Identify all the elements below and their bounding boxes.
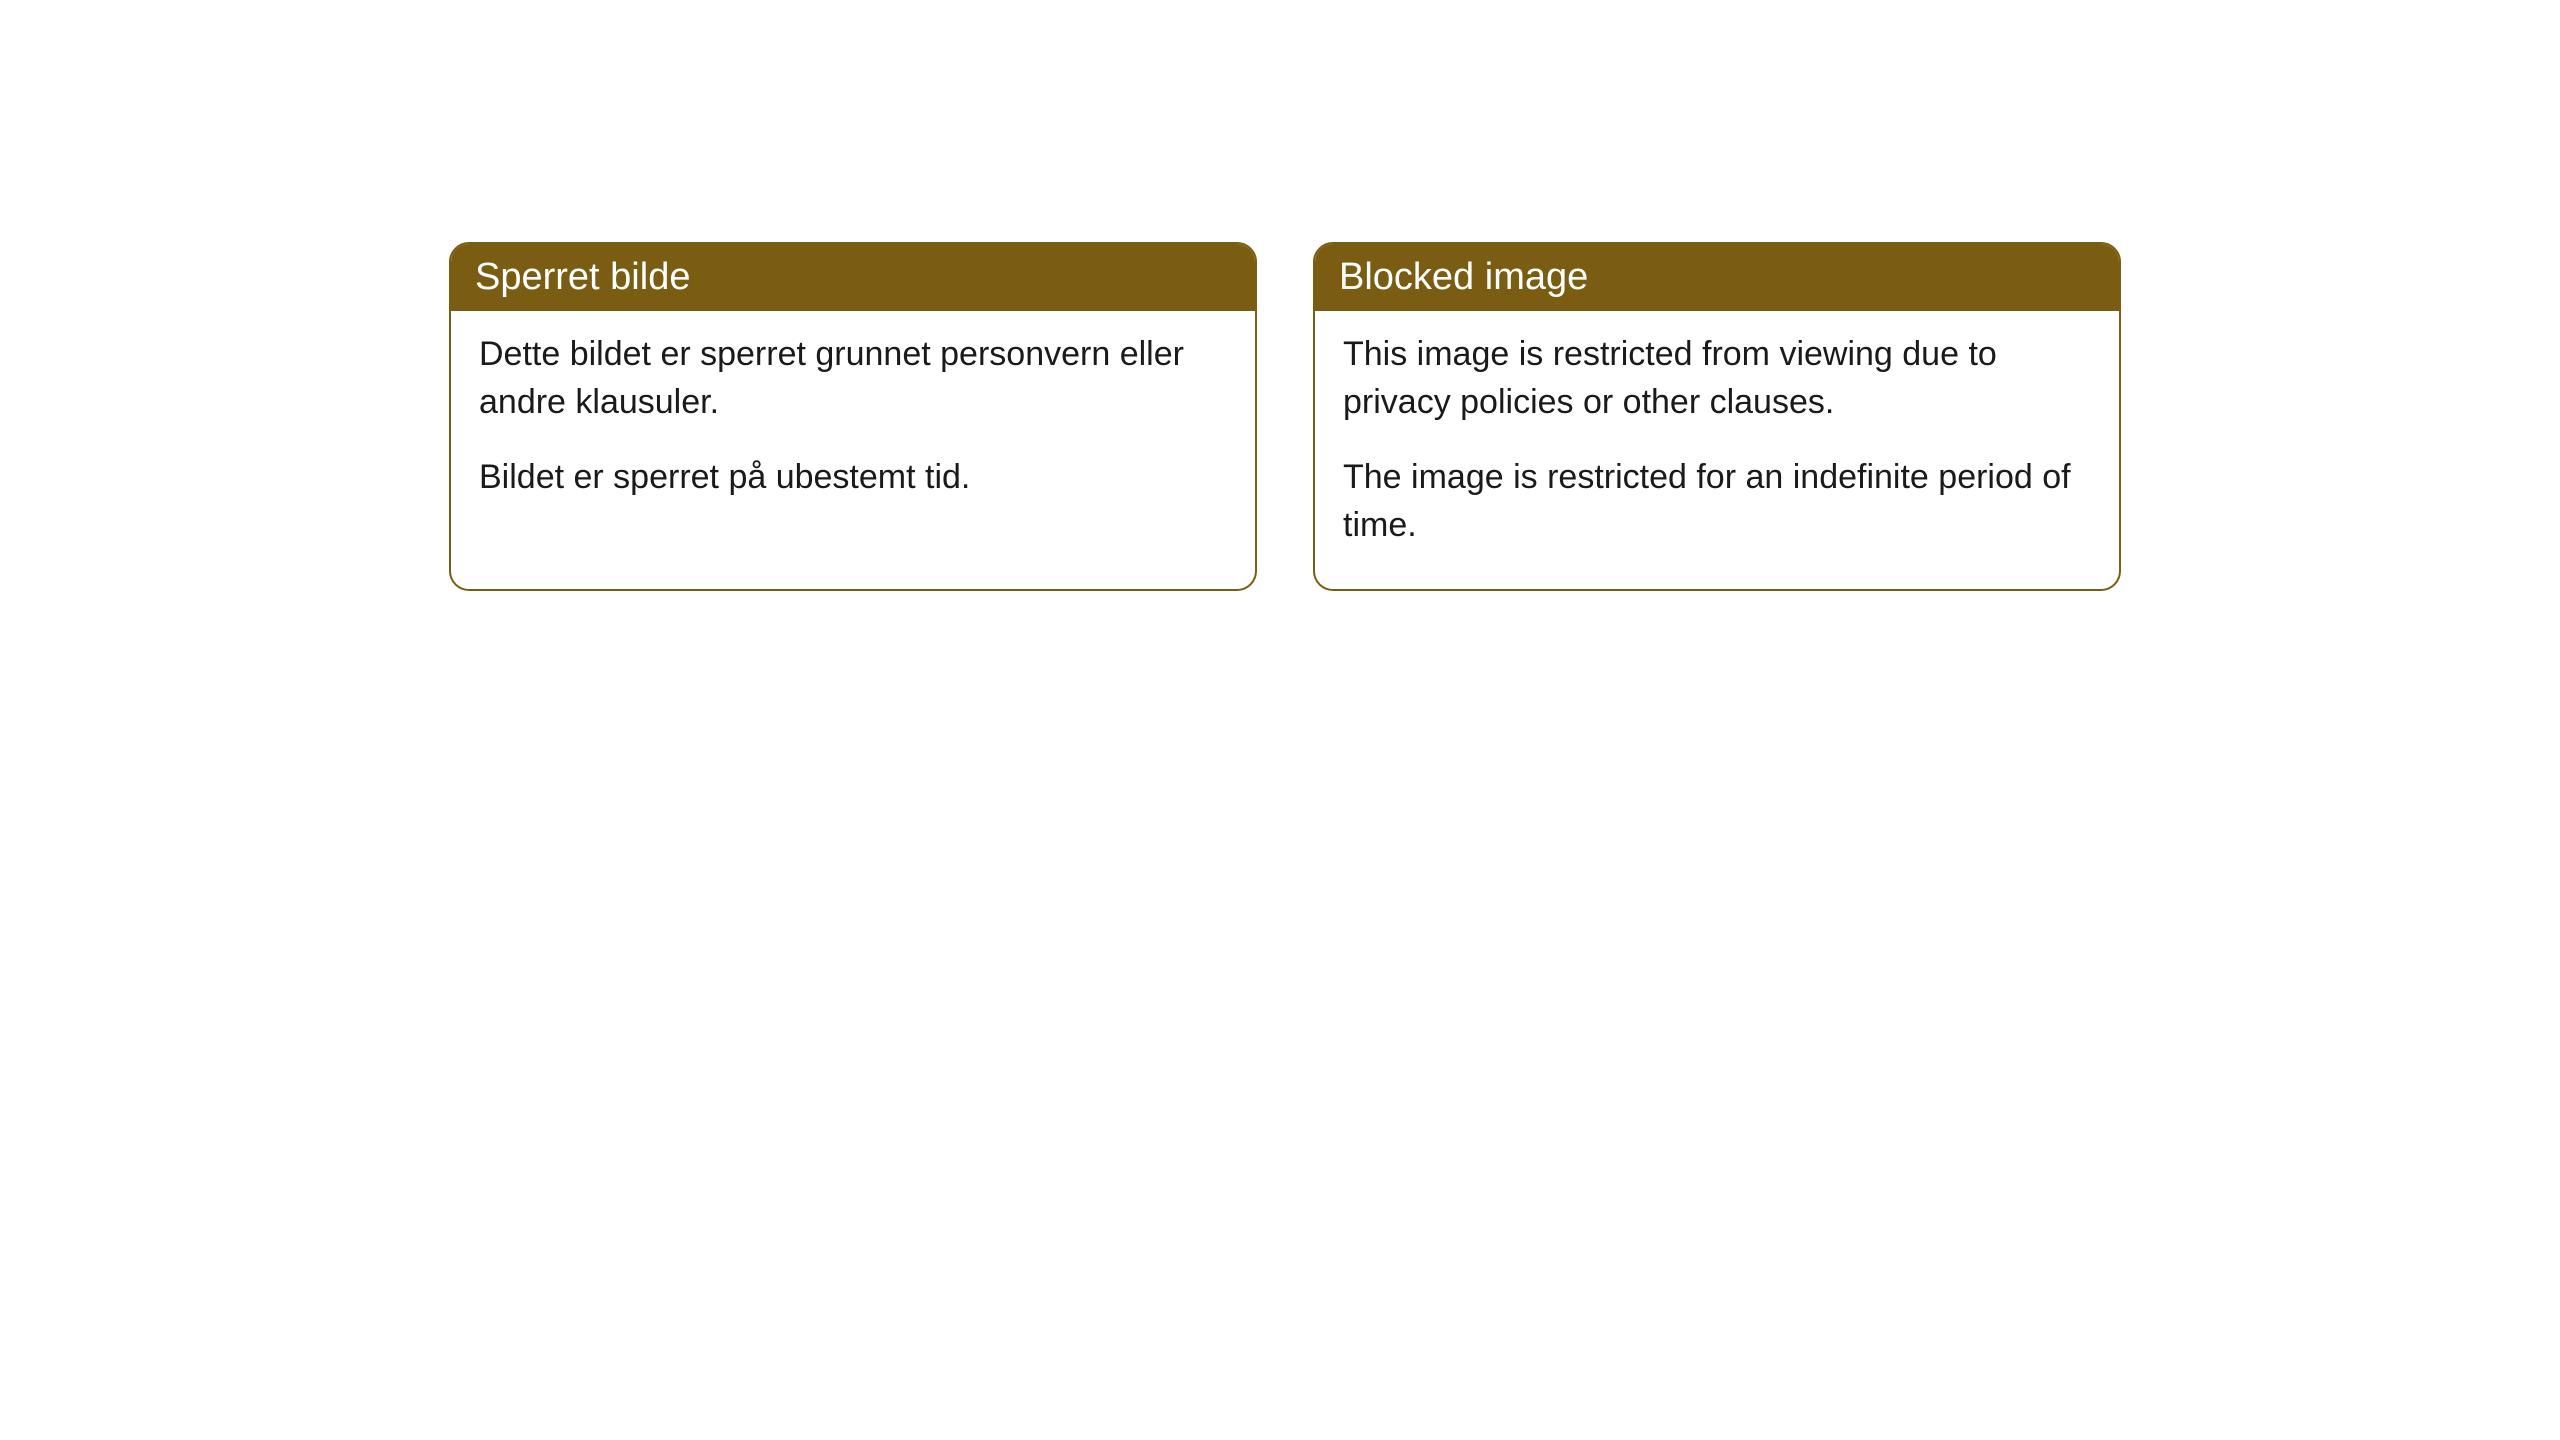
card-title: Sperret bilde xyxy=(475,256,690,298)
card-paragraph: Dette bildet er sperret grunnet personve… xyxy=(479,331,1227,426)
card-paragraph: The image is restricted for an indefinit… xyxy=(1343,454,2091,549)
card-header-norwegian: Sperret bilde xyxy=(451,244,1255,311)
blocked-image-card-norwegian: Sperret bilde Dette bildet er sperret gr… xyxy=(449,242,1257,591)
card-body-english: This image is restricted from viewing du… xyxy=(1315,311,2119,589)
cards-container: Sperret bilde Dette bildet er sperret gr… xyxy=(449,242,2121,591)
card-body-norwegian: Dette bildet er sperret grunnet personve… xyxy=(451,311,1255,542)
blocked-image-card-english: Blocked image This image is restricted f… xyxy=(1313,242,2121,591)
card-title: Blocked image xyxy=(1339,256,1588,298)
card-header-english: Blocked image xyxy=(1315,244,2119,311)
card-paragraph: This image is restricted from viewing du… xyxy=(1343,331,2091,426)
card-paragraph: Bildet er sperret på ubestemt tid. xyxy=(479,454,1227,502)
